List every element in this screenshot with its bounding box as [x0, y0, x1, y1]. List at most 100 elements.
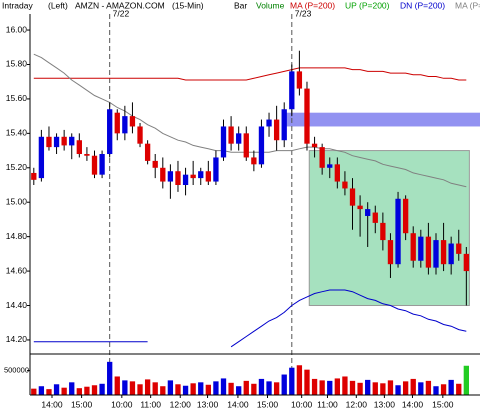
volume-bar	[296, 365, 303, 395]
candle-body	[167, 171, 174, 182]
x-tick-label: 11:00	[317, 399, 338, 409]
volume-bar	[410, 378, 416, 395]
candle-body	[243, 133, 249, 158]
candle-body	[402, 198, 409, 234]
candle-body	[251, 157, 257, 165]
lines	[31, 50, 469, 348]
candle-body	[76, 140, 82, 155]
y-tick-label: 15.40	[6, 128, 28, 138]
candle-body	[463, 253, 469, 272]
volume-bar	[213, 381, 219, 395]
y-tick-label: 14.60	[6, 265, 28, 275]
volume-bar	[448, 379, 454, 395]
volume-bar	[31, 388, 37, 395]
x-tick-label: 12:00	[170, 399, 192, 409]
candle-body	[304, 88, 310, 144]
y-tick-label: 14.40	[6, 300, 28, 310]
volume-bar	[114, 376, 120, 395]
candle-body	[296, 71, 303, 89]
volume-bar	[182, 385, 189, 395]
header-item: UP (P=200)	[345, 0, 390, 10]
volume-bar	[152, 382, 158, 395]
candle-body	[175, 171, 181, 185]
indicator-line	[33, 53, 467, 188]
candle-body	[425, 236, 432, 268]
volume-bar	[311, 378, 318, 395]
volume-bar	[425, 380, 432, 395]
volume-bar	[365, 379, 371, 395]
volume-bar	[402, 381, 409, 395]
volume-bar	[175, 384, 181, 395]
candle-body	[258, 126, 265, 165]
volume-tick-label: 500000	[4, 366, 29, 375]
candle-body	[365, 209, 371, 216]
y-tick-label: 15.60	[6, 93, 28, 103]
volume-bar	[107, 361, 113, 395]
candle-body	[456, 243, 462, 254]
volume-bar	[122, 380, 128, 395]
candle-body	[160, 167, 166, 182]
candle-body	[418, 236, 424, 261]
candle-body	[395, 198, 401, 265]
candle-body	[289, 71, 295, 110]
header-item: DN (P=200)	[400, 0, 445, 10]
volume-bar	[387, 380, 394, 395]
candle-body	[440, 240, 447, 265]
volume-bar	[91, 385, 98, 395]
candle-body	[266, 119, 272, 127]
candle-body	[228, 126, 234, 144]
volume-bar	[440, 384, 447, 395]
x-tick-label: 13:00	[374, 399, 396, 409]
volume-bar	[418, 382, 424, 395]
x-tick-label: 15:00	[71, 399, 93, 409]
y-tick-label: 14.20	[6, 334, 28, 344]
candle-body	[372, 212, 378, 223]
x-tick-label: 14:00	[402, 399, 424, 409]
candle-body	[152, 160, 158, 168]
volume-bar	[433, 386, 439, 395]
candle-body	[220, 126, 227, 158]
candle-body	[190, 174, 196, 179]
candle-body	[433, 240, 439, 268]
x-tick-label: 10:00	[111, 399, 133, 409]
candle-body	[448, 243, 454, 265]
x-tick-label: 12:00	[346, 399, 368, 409]
candle-body	[91, 155, 98, 175]
indicator-line	[33, 67, 467, 81]
volume-bar	[129, 381, 136, 395]
candle-body	[319, 147, 325, 168]
candle-body	[144, 143, 151, 161]
x-tick-label: 15:00	[432, 399, 454, 409]
volume-bar	[99, 383, 105, 395]
zone	[308, 150, 470, 307]
header-item: Bar	[234, 0, 247, 10]
header-item: Intraday	[2, 0, 33, 10]
candle-body	[31, 172, 37, 180]
candle-body	[311, 143, 318, 148]
plot: 16.00 15.80 15.60 15.40 15.20 15.00 14.80 14.60…	[4, 8, 469, 409]
volume-bar	[144, 379, 151, 395]
candle-body	[205, 171, 211, 182]
candle-body	[46, 136, 52, 148]
volume-bar	[342, 376, 348, 395]
volume-bar	[319, 380, 325, 395]
volume-bar	[46, 389, 52, 395]
header-item: Volume	[256, 0, 285, 10]
candle-body	[380, 222, 386, 241]
volume-bar	[289, 367, 295, 395]
candle-body	[107, 109, 113, 155]
candle-body	[334, 164, 340, 182]
volume-bar	[372, 382, 378, 395]
header: Intraday (Left) AMZN - AMAZON.COM (15-Min) B…	[2, 0, 480, 10]
candle-body	[61, 136, 67, 146]
candle-body	[213, 157, 219, 182]
candle-body	[84, 154, 90, 156]
volume-bar	[327, 380, 333, 395]
candle-body	[182, 174, 189, 185]
candle-body	[38, 136, 45, 179]
candle-body	[129, 116, 136, 127]
volume-bar	[243, 380, 249, 395]
volume-bar	[38, 386, 45, 395]
volume-bar	[236, 386, 242, 395]
